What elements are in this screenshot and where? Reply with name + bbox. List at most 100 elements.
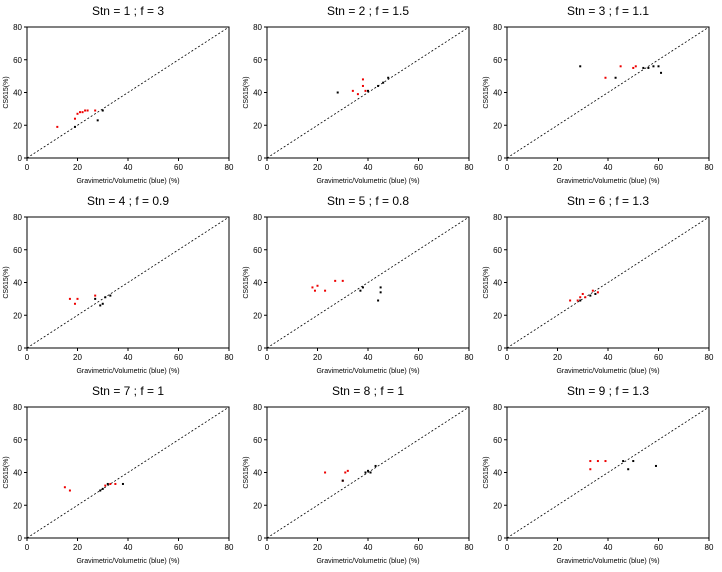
data-point-red — [73, 117, 76, 120]
data-point-black — [632, 460, 635, 463]
panel-title: Stn = 2 ; f = 1.5 — [327, 4, 409, 18]
x-tick-label: 60 — [654, 163, 663, 172]
panel-title: Stn = 6 ; f = 1.3 — [567, 194, 649, 208]
y-tick-label: 20 — [493, 121, 502, 130]
y-axis-label: CS615(%) — [3, 76, 10, 108]
data-point-black — [101, 487, 104, 490]
data-point-red — [81, 111, 84, 114]
y-tick-label: 80 — [253, 403, 262, 412]
y-tick-label: 20 — [253, 501, 262, 510]
data-point-red — [334, 279, 337, 282]
y-axis-label: CS615(%) — [243, 76, 250, 108]
data-point-red — [361, 78, 364, 81]
data-point-red — [94, 294, 97, 297]
y-axis-label: CS615(%) — [483, 266, 490, 298]
panel-stn-2: Stn = 2 ; f = 1.5 0 20 40 60 80 0 20 40 60 80 Gravi… — [243, 4, 474, 185]
x-tick-label: 0 — [265, 543, 270, 552]
data-point-black — [660, 71, 663, 74]
x-tick-label: 20 — [313, 543, 322, 552]
y-tick-label: 0 — [258, 344, 263, 353]
one-to-one-line — [266, 26, 470, 159]
data-point-red — [591, 289, 594, 292]
panel-stn-3: Stn = 3 ; f = 1.1 0 20 40 60 80 0 20 40 60 80 Gravi… — [483, 4, 714, 185]
data-point-black — [387, 76, 390, 79]
x-tick-label: 60 — [174, 353, 183, 362]
data-point-black — [101, 302, 104, 305]
x-tick-label: 40 — [604, 543, 613, 552]
y-tick-label: 20 — [253, 121, 262, 130]
data-point-black — [654, 464, 657, 467]
y-tick-label: 60 — [253, 436, 262, 445]
x-tick-label: 20 — [73, 163, 82, 172]
x-axis-label: Gravimetric/Volumetric (blue) (%) — [316, 368, 419, 375]
y-axis-label: CS615(%) — [243, 266, 250, 298]
y-tick-label: 60 — [13, 436, 22, 445]
x-tick-label: 60 — [654, 543, 663, 552]
x-tick-label: 0 — [505, 353, 510, 362]
y-tick-label: 0 — [498, 344, 503, 353]
data-point-red — [324, 289, 327, 292]
data-point-red — [579, 296, 582, 299]
y-tick-label: 60 — [493, 56, 502, 65]
data-point-black — [121, 482, 124, 485]
y-tick-label: 80 — [253, 23, 262, 32]
y-tick-label: 20 — [493, 501, 502, 510]
panel-title: Stn = 4 ; f = 0.9 — [87, 194, 169, 208]
data-point-black — [104, 296, 107, 299]
data-point-red — [76, 297, 79, 300]
data-point-black — [614, 76, 617, 79]
data-point-black — [341, 479, 344, 482]
x-tick-label: 0 — [505, 163, 510, 172]
x-tick-label: 60 — [414, 353, 423, 362]
data-point-red — [361, 84, 364, 87]
y-tick-label: 20 — [13, 501, 22, 510]
data-point-red — [569, 299, 572, 302]
data-point-red — [604, 460, 607, 463]
y-tick-label: 0 — [498, 154, 503, 163]
data-point-red — [589, 468, 592, 471]
x-tick-label: 80 — [705, 543, 714, 552]
x-tick-label: 0 — [265, 163, 270, 172]
panel-stn-8: Stn = 8 ; f = 1 0 20 40 60 80 0 20 40 60 80 Gravime… — [243, 384, 474, 565]
y-tick-label: 60 — [493, 436, 502, 445]
y-tick-label: 80 — [13, 213, 22, 222]
data-point-red — [632, 66, 635, 69]
x-tick-label: 40 — [364, 353, 373, 362]
y-tick-label: 60 — [253, 246, 262, 255]
data-point-red — [316, 284, 319, 287]
x-tick-label: 60 — [414, 163, 423, 172]
x-tick-label: 80 — [225, 163, 234, 172]
data-point-black — [336, 91, 339, 94]
data-point-red — [351, 89, 354, 92]
x-tick-label: 0 — [25, 543, 30, 552]
one-to-one-line — [506, 26, 710, 159]
x-axis-label: Gravimetric/Volumetric (blue) (%) — [76, 368, 179, 375]
x-tick-label: 20 — [313, 353, 322, 362]
data-point-red — [104, 484, 107, 487]
data-point-black — [377, 84, 380, 87]
data-point-red — [589, 460, 592, 463]
data-point-black — [642, 66, 645, 69]
data-point-red — [344, 471, 347, 474]
data-point-red — [619, 65, 622, 68]
y-tick-label: 40 — [13, 89, 22, 98]
y-tick-label: 0 — [18, 344, 23, 353]
data-point-red — [584, 296, 587, 299]
one-to-one-line — [506, 216, 710, 349]
x-axis-label: Gravimetric/Volumetric (blue) (%) — [76, 178, 179, 185]
x-tick-label: 20 — [553, 353, 562, 362]
y-tick-label: 20 — [253, 311, 262, 320]
x-tick-label: 80 — [225, 353, 234, 362]
data-point-black — [99, 304, 102, 307]
data-point-red — [311, 286, 314, 289]
y-tick-label: 60 — [13, 246, 22, 255]
x-axis-label: Gravimetric/Volumetric (blue) (%) — [556, 178, 659, 185]
x-tick-label: 40 — [124, 543, 133, 552]
data-point-black — [652, 65, 655, 68]
y-tick-label: 80 — [493, 403, 502, 412]
x-tick-label: 40 — [604, 163, 613, 172]
data-point-black — [361, 286, 364, 289]
data-point-red — [581, 292, 584, 295]
data-point-black — [367, 469, 369, 472]
